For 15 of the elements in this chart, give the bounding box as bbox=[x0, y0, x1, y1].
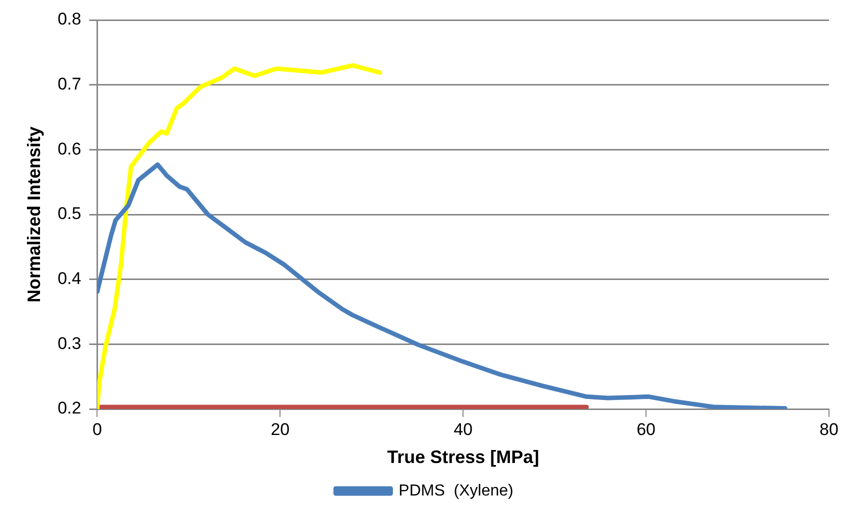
y-tick-label: 0.5 bbox=[58, 204, 82, 224]
y-tick-label: 0.2 bbox=[58, 398, 82, 418]
x-tick-label: 0 bbox=[92, 420, 102, 439]
y-tick-label: 0.3 bbox=[58, 334, 82, 353]
legend-label: PDMS (Xylene) bbox=[398, 482, 514, 500]
y-tick-label: 0.8 bbox=[58, 10, 82, 29]
x-tick-label: 40 bbox=[454, 420, 473, 439]
y-tick-label: 0.6 bbox=[58, 139, 82, 158]
y-tick-label: 0.7 bbox=[58, 74, 82, 94]
y-tick-label: 0.4 bbox=[58, 269, 82, 288]
x-axis-title: True Stress [MPa] bbox=[387, 447, 540, 468]
x-tick-label: 60 bbox=[636, 420, 656, 439]
x-tick-label: 20 bbox=[270, 420, 290, 439]
x-tick-label: 80 bbox=[820, 420, 838, 439]
y-axis-title: Normalized Intensity bbox=[24, 126, 44, 303]
